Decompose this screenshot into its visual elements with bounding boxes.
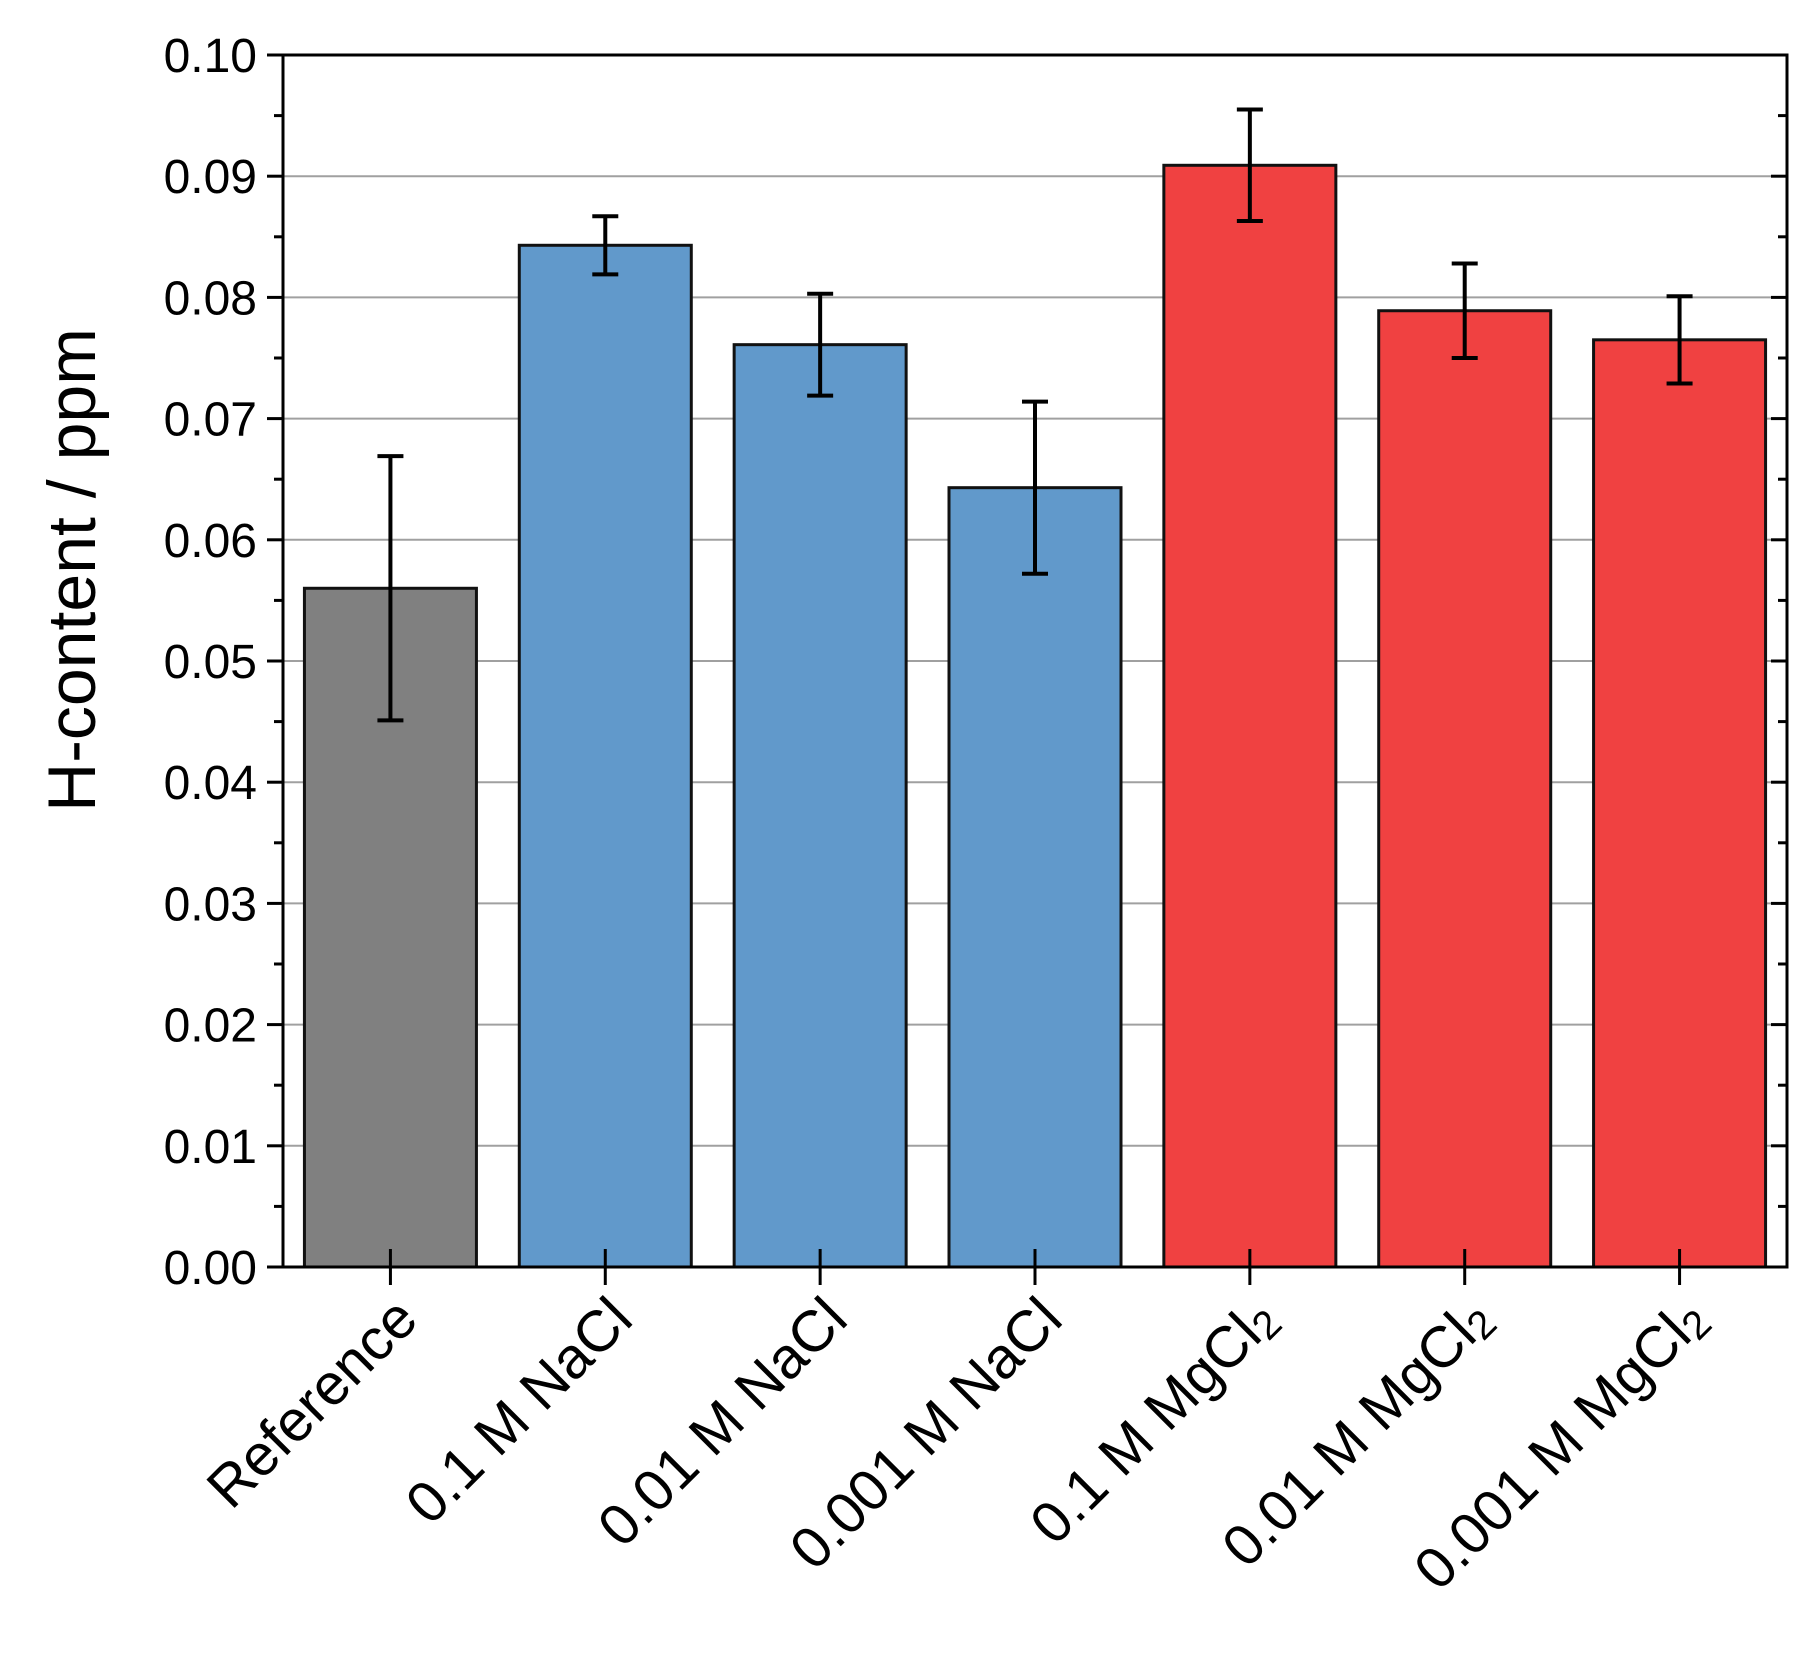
y-tick-label: 0.09 xyxy=(164,151,257,204)
bars xyxy=(302,163,1768,1269)
y-tick-label: 0.10 xyxy=(164,30,257,83)
y-tick-label: 0.01 xyxy=(164,1121,257,1174)
y-tick-label: 0.04 xyxy=(164,757,257,810)
y-tick-label: 0.03 xyxy=(164,878,257,931)
y-axis-title: H-content / ppm xyxy=(34,328,110,812)
y-tick-label: 0.07 xyxy=(164,394,257,447)
y-tick-label: 0.05 xyxy=(164,636,257,689)
bar xyxy=(947,486,1123,1269)
bar xyxy=(517,243,693,1269)
y-axis-ticks: 0.00 0.01 0.02 0.03 0.04 0.05 0.06 0.07 0.08 0.09… xyxy=(164,30,1787,1295)
y-tick-label: 0.06 xyxy=(164,515,257,568)
x-category-label-text: Reference xyxy=(194,1285,429,1520)
x-category-label: Reference xyxy=(194,1285,429,1520)
y-tick-label: 0.02 xyxy=(164,1000,257,1053)
error-bars xyxy=(377,107,1693,723)
bar xyxy=(732,343,908,1269)
bar xyxy=(1377,309,1553,1269)
y-tick-label: 0.08 xyxy=(164,272,257,325)
bar xyxy=(1592,338,1768,1269)
y-tick-label: 0.00 xyxy=(164,1242,257,1295)
bar xyxy=(1162,163,1338,1269)
